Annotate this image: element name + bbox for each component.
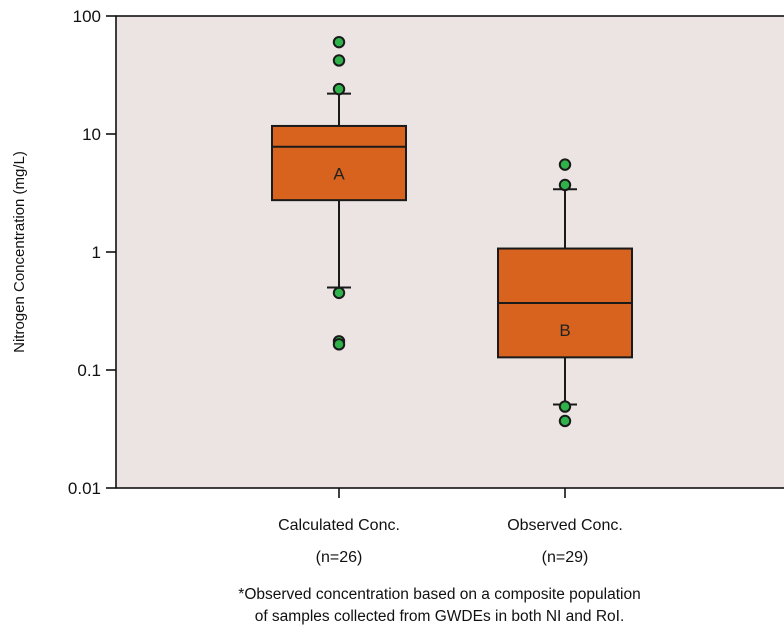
y-axis: 0.01 0.1 1 10 100: [68, 7, 116, 498]
category-count-label: (n=26): [316, 549, 363, 566]
category-label: Calculated Conc.: [278, 517, 400, 534]
box-a: A: [271, 35, 407, 351]
outlier-point: [332, 35, 346, 49]
plot-area: [115, 15, 784, 489]
y-tick-label: 100: [73, 7, 101, 26]
box-plot-chart: 0.01 0.1 1 10 100 Calculated Conc. (n=26) Obse…: [11, 7, 784, 566]
footnote-line-2: of samples collected from GWDEs in both …: [254, 608, 625, 625]
y-axis-title: Nitrogen Concentration (mg/L): [11, 151, 28, 353]
y-tick-label: 0.1: [77, 361, 101, 380]
outlier-point: [558, 414, 572, 428]
category-count-label: (n=29): [542, 549, 589, 566]
outlier-point: [558, 158, 572, 171]
x-axis: Calculated Conc. (n=26) Observed Conc. (n=2…: [278, 488, 623, 566]
box-group-letter: A: [333, 164, 345, 183]
outlier-point: [332, 338, 346, 351]
outlier-point: [558, 400, 572, 413]
y-tick-label: 1: [92, 243, 101, 262]
outlier-point: [558, 178, 572, 192]
category-label: Observed Conc.: [507, 517, 623, 534]
iqr-box: [271, 124, 407, 202]
outlier-point: [332, 54, 346, 67]
y-tick-label: 0.01: [68, 479, 101, 498]
footnote: *Observed concentration based on a compo…: [0, 584, 784, 628]
y-tick-label: 10: [82, 125, 101, 144]
footnote-line-1: *Observed concentration based on a compo…: [238, 586, 641, 603]
outlier-point: [332, 286, 346, 300]
box-b: B: [497, 158, 633, 428]
box-series: AB: [271, 35, 633, 428]
outlier-point: [332, 82, 346, 96]
box-group-letter: B: [559, 321, 570, 340]
